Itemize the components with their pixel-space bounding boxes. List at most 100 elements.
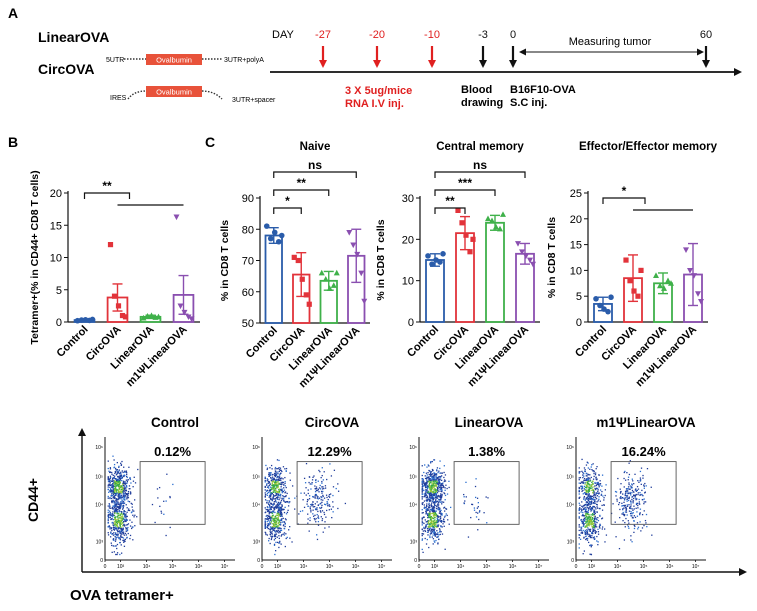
flow-event bbox=[273, 503, 275, 505]
flow-event bbox=[639, 491, 641, 494]
flow-event bbox=[112, 493, 115, 496]
flow-event bbox=[622, 520, 624, 522]
flow-event bbox=[109, 484, 112, 487]
flow-event bbox=[276, 486, 278, 489]
flow-event bbox=[115, 511, 117, 513]
flow-event bbox=[434, 494, 436, 497]
flow-event bbox=[266, 534, 269, 536]
flow-event bbox=[627, 525, 630, 528]
flow-event bbox=[624, 479, 627, 481]
flow-event bbox=[631, 517, 634, 519]
circ-ires-label: IRES bbox=[110, 95, 127, 102]
flow-event bbox=[118, 504, 120, 506]
flow-event bbox=[275, 517, 277, 519]
flow-event bbox=[585, 522, 587, 524]
flow-event bbox=[267, 486, 269, 488]
plot-x-tick-label: 10⁵ bbox=[326, 564, 334, 570]
flow-event bbox=[604, 541, 606, 543]
flow-event bbox=[278, 492, 281, 494]
flow-event bbox=[322, 486, 324, 488]
flow-event bbox=[478, 518, 480, 521]
flow-event bbox=[119, 514, 122, 516]
data-point bbox=[350, 242, 357, 249]
flow-event bbox=[444, 489, 446, 491]
flow-event bbox=[119, 491, 122, 493]
flow-event bbox=[591, 526, 593, 528]
flow-event bbox=[134, 482, 137, 484]
flow-event bbox=[633, 494, 635, 496]
flow-event bbox=[432, 496, 435, 499]
flow-event bbox=[335, 487, 337, 490]
y-tick-label: 0 bbox=[576, 317, 582, 329]
data-point bbox=[263, 223, 270, 229]
flow-event bbox=[430, 472, 432, 474]
flow-event bbox=[113, 529, 116, 531]
flow-event bbox=[429, 517, 431, 519]
flow-event bbox=[436, 467, 439, 469]
flow-event bbox=[432, 478, 434, 481]
flow-event bbox=[421, 534, 423, 537]
flow-event bbox=[271, 512, 273, 515]
flow-event bbox=[428, 516, 430, 519]
flow-event bbox=[435, 484, 437, 486]
flow-event bbox=[117, 489, 120, 491]
flow-event bbox=[590, 495, 592, 497]
flow-event bbox=[285, 519, 287, 521]
flow-event bbox=[284, 522, 286, 525]
flow-event bbox=[270, 519, 272, 521]
flow-event bbox=[620, 491, 622, 493]
plot-x-tick-label: 10³ bbox=[588, 564, 596, 570]
data-point bbox=[278, 232, 285, 239]
flow-event bbox=[126, 519, 129, 521]
flow-event bbox=[158, 486, 161, 489]
flow-event bbox=[285, 495, 287, 498]
flow-event bbox=[270, 472, 272, 474]
flow-event bbox=[118, 476, 121, 478]
flow-event bbox=[108, 516, 110, 519]
flow-event bbox=[314, 493, 317, 496]
flow-event bbox=[632, 500, 635, 502]
flow-event bbox=[266, 506, 269, 508]
flow-event bbox=[114, 506, 116, 508]
flow-event bbox=[593, 475, 595, 478]
significance-bracket: ns bbox=[434, 158, 526, 178]
flow-event bbox=[634, 525, 636, 527]
flow-event bbox=[163, 500, 165, 502]
flow-event bbox=[433, 473, 436, 475]
flow-event bbox=[477, 529, 479, 531]
flow-event bbox=[127, 490, 130, 493]
flow-event bbox=[435, 482, 437, 484]
significance-label: ns bbox=[308, 158, 322, 172]
flow-event bbox=[426, 496, 428, 499]
flow-event bbox=[590, 532, 593, 535]
flow-event bbox=[112, 533, 114, 535]
flow-event bbox=[589, 520, 591, 522]
flow-event bbox=[125, 493, 128, 496]
flow-event bbox=[421, 520, 423, 522]
flow-event bbox=[589, 544, 592, 546]
flow-event bbox=[284, 480, 286, 483]
flow-event bbox=[436, 492, 439, 494]
flow-event bbox=[127, 479, 130, 481]
flow-event bbox=[645, 485, 647, 487]
flow-event bbox=[107, 515, 109, 517]
flow-event bbox=[587, 485, 589, 488]
flow-event bbox=[443, 465, 445, 467]
flow-event bbox=[124, 495, 127, 497]
flow-event bbox=[266, 517, 269, 519]
flow-event bbox=[589, 534, 591, 537]
flow-event bbox=[264, 523, 266, 525]
flow-event bbox=[463, 496, 465, 498]
flow-event bbox=[583, 517, 585, 520]
flow-event bbox=[588, 525, 590, 527]
flow-event bbox=[325, 494, 328, 496]
flow-event bbox=[430, 471, 432, 473]
flow-event bbox=[601, 528, 603, 530]
flow-event bbox=[426, 503, 428, 505]
flow-event bbox=[277, 507, 279, 509]
flow-event bbox=[279, 469, 282, 471]
data-point bbox=[631, 288, 637, 294]
flow-event bbox=[112, 514, 115, 516]
y-tick-label: 10 bbox=[402, 276, 414, 288]
